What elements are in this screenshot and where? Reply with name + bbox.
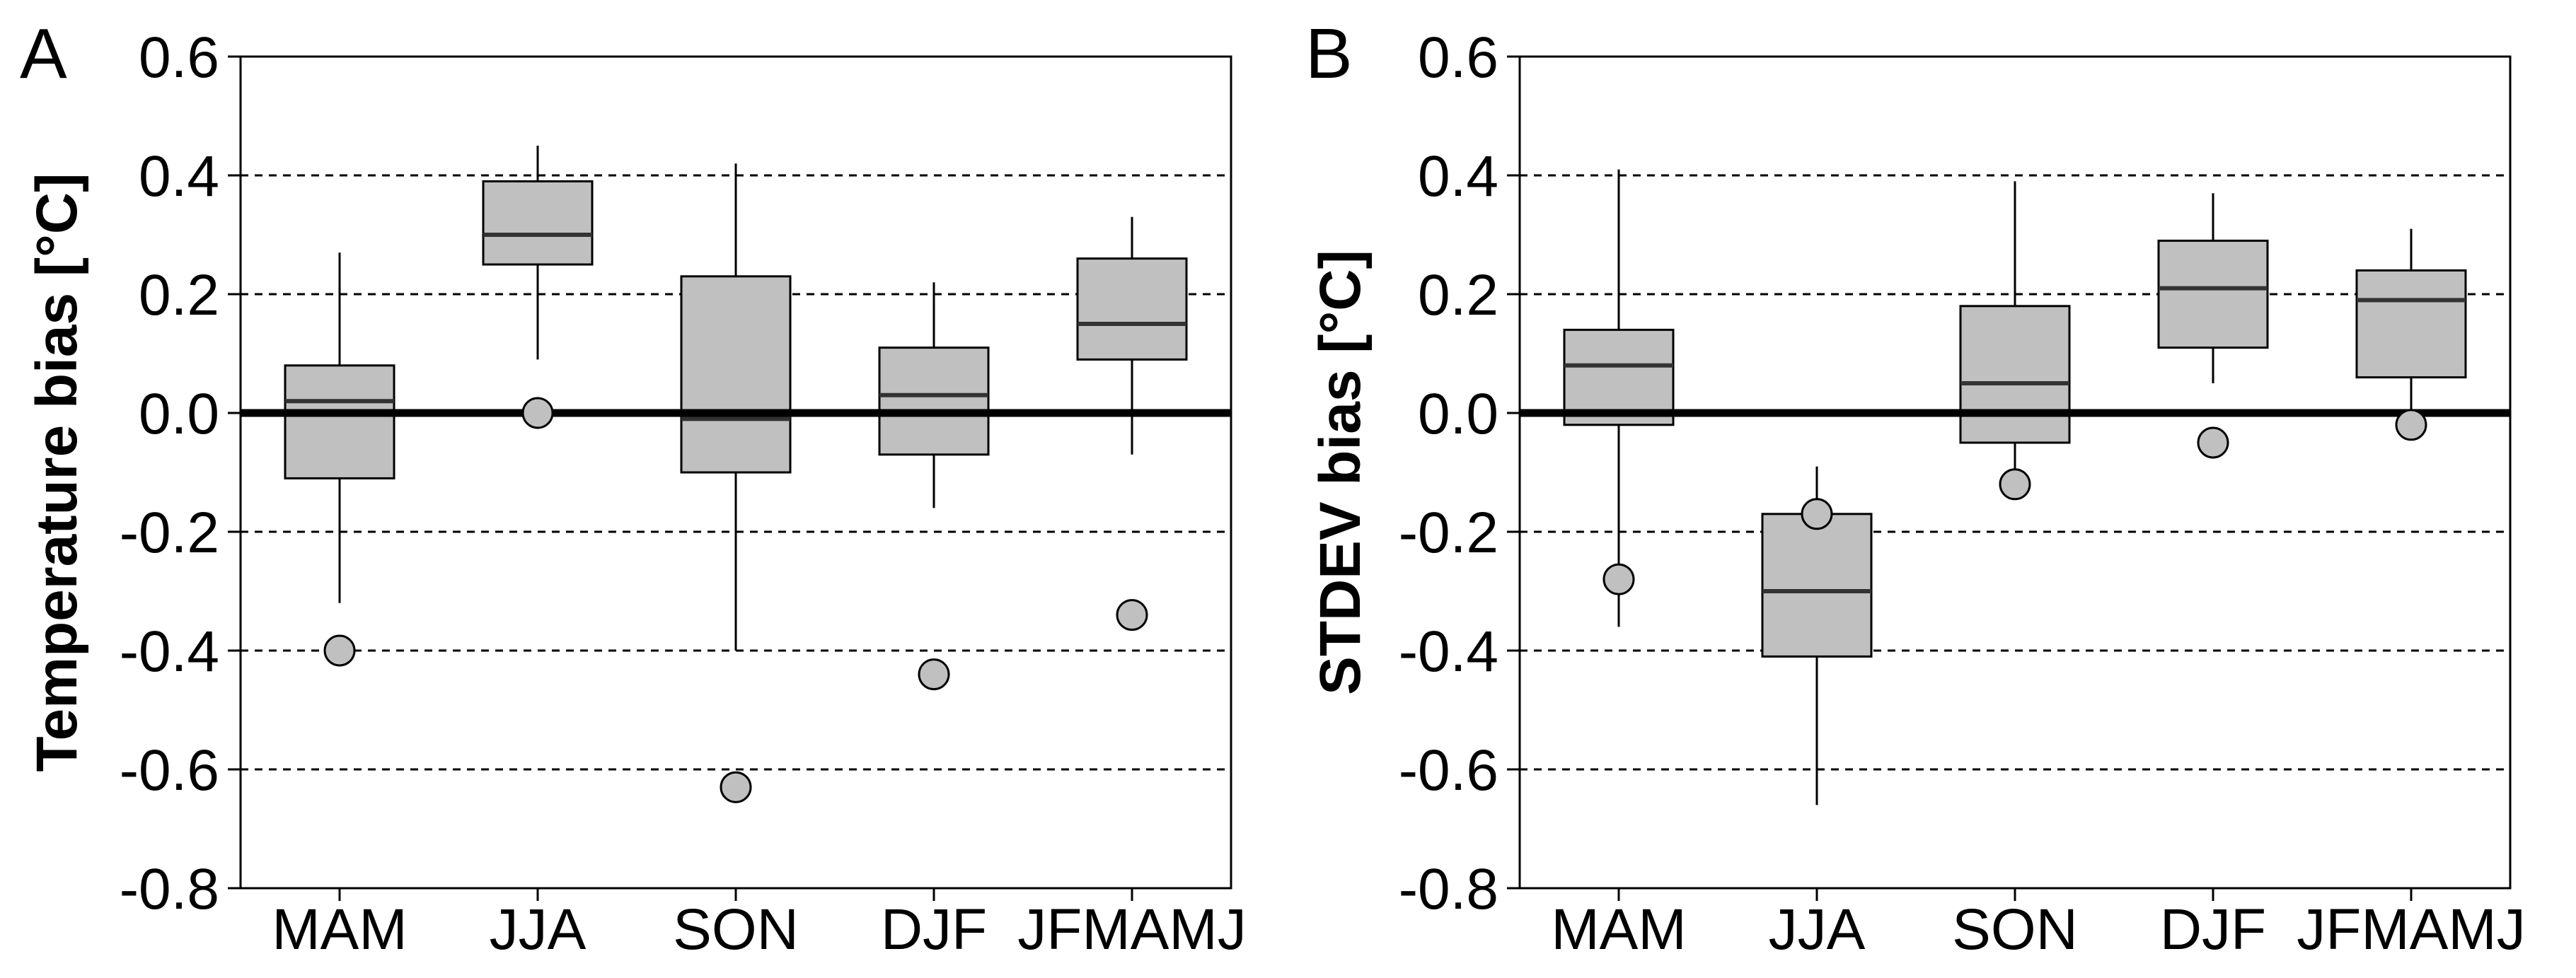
y-tick-label: 0.4 <box>1418 144 1498 209</box>
point-mam <box>323 634 356 667</box>
box-djf <box>878 347 990 456</box>
panel-label: B <box>1305 14 1353 93</box>
y-tick-label: 0.0 <box>1418 382 1498 446</box>
y-tick-label: -0.2 <box>1399 501 1498 565</box>
x-tick-label: MAM <box>272 897 407 962</box>
box-djf <box>2157 239 2269 349</box>
x-tick-label: JJA <box>490 897 587 962</box>
panel-a: 0.6 0.4 0.2 0.0 -0.2 -0.4 -0.6 -0.8 MAM JJA SON DJF… <box>20 14 1247 962</box>
point-jja <box>521 397 554 429</box>
box-jja <box>1761 513 1873 658</box>
y-tick-label: 0.2 <box>1418 263 1498 327</box>
point-jfmamj <box>1116 599 1148 631</box>
point-mam <box>1602 563 1635 595</box>
box-mam <box>284 364 395 479</box>
point-son <box>1999 468 2031 501</box>
y-tick-label: -0.4 <box>120 619 219 684</box>
point-jfmamj <box>2395 409 2427 441</box>
y-tick-label: -0.8 <box>120 857 219 921</box>
x-tick-label: SON <box>1952 897 2078 962</box>
point-djf <box>918 658 950 691</box>
y-tick-label: 0.4 <box>139 144 219 209</box>
y-axis-title: Temperature bias [°C] <box>25 173 89 772</box>
x-tick-label: MAM <box>1551 897 1686 962</box>
x-tick-label: JFMAMJ <box>2297 897 2525 962</box>
y-tick-label: -0.6 <box>120 738 219 803</box>
box-son <box>680 275 792 474</box>
box-jja <box>482 180 594 266</box>
y-tick-label: -0.2 <box>120 501 219 565</box>
y-tick-label: 0.2 <box>139 263 219 327</box>
y-axis-title: STDEV bias [°C] <box>1308 250 1373 695</box>
y-tick-label: -0.8 <box>1399 857 1498 921</box>
x-tick-label: DJF <box>2160 897 2266 962</box>
box-mam <box>1563 328 1675 426</box>
y-tick-label: 0.6 <box>139 25 219 90</box>
y-tick-label: -0.6 <box>1399 738 1498 803</box>
box-jfmamj <box>1076 257 1188 361</box>
point-djf <box>2197 426 2229 459</box>
y-tick-label: -0.4 <box>1399 619 1498 684</box>
y-tick-label: 0.0 <box>139 382 219 446</box>
box-jfmamj <box>2355 269 2467 379</box>
x-tick-label: JFMAMJ <box>1017 897 1246 962</box>
panel-b: 0.6 0.4 0.2 0.0 -0.2 -0.4 -0.6 -0.8 MAM JJA SON DJF… <box>1305 14 2526 962</box>
y-tick-label: 0.6 <box>1418 25 1498 90</box>
x-tick-label: JJA <box>1769 897 1866 962</box>
point-jja <box>1801 498 1833 530</box>
panel-label: A <box>20 14 67 93</box>
point-son <box>720 771 752 803</box>
box-son <box>1959 305 2071 444</box>
x-tick-label: SON <box>673 897 799 962</box>
x-tick-label: DJF <box>881 897 987 962</box>
